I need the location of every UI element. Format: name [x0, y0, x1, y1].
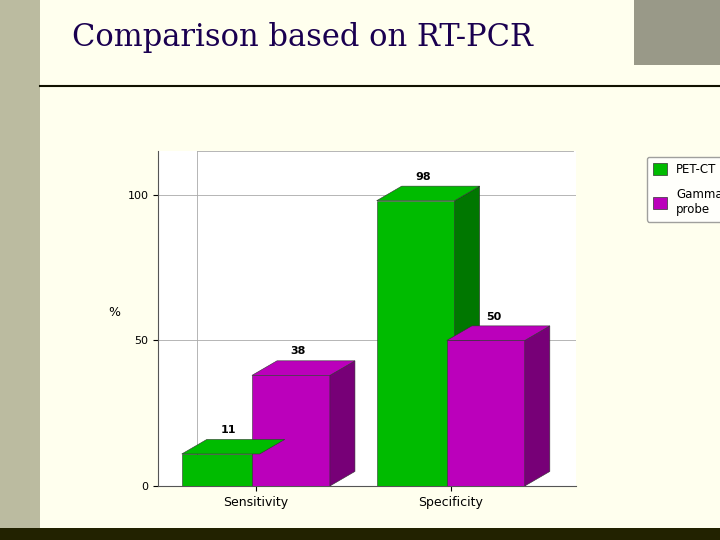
Polygon shape — [260, 440, 285, 486]
Text: Comparison based on RT-PCR: Comparison based on RT-PCR — [72, 22, 533, 52]
Polygon shape — [454, 186, 480, 486]
Text: 50: 50 — [486, 312, 501, 321]
Polygon shape — [447, 326, 550, 340]
Legend: PET-CT, Gamma
probe: PET-CT, Gamma probe — [647, 157, 720, 222]
Polygon shape — [252, 361, 355, 375]
Polygon shape — [181, 440, 285, 454]
Polygon shape — [377, 186, 480, 201]
Polygon shape — [181, 454, 260, 486]
Text: 98: 98 — [415, 172, 431, 182]
Polygon shape — [377, 201, 454, 486]
Text: 11: 11 — [220, 425, 236, 435]
Y-axis label: %: % — [108, 306, 120, 319]
Polygon shape — [330, 361, 355, 486]
Text: 38: 38 — [291, 347, 306, 356]
Polygon shape — [447, 340, 525, 486]
Polygon shape — [252, 375, 330, 486]
Polygon shape — [525, 326, 550, 486]
